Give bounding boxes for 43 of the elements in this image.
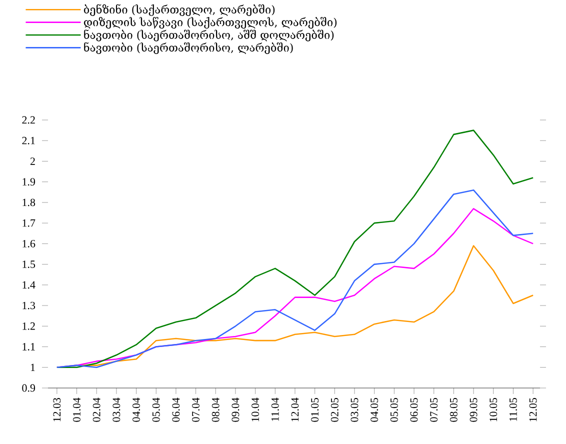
y-tick-label: 1.2 (22, 322, 35, 330)
x-tick-label: 01.04 (73, 398, 81, 422)
x-tick-label: 10.05 (490, 398, 498, 422)
y-tick-label: 2 (30, 158, 35, 165)
x-tick-label: 02.04 (92, 398, 100, 422)
x-tick-label: 12.05 (529, 398, 537, 422)
y-tick-label: 2.2 (22, 116, 35, 124)
y-tick-label: 1.7 (22, 219, 36, 227)
y-tick-label: 1 (30, 364, 35, 372)
x-tick-label: 05.04 (152, 398, 160, 422)
x-tick-label: 04.05 (370, 398, 378, 422)
x-tick-label: 11.04 (271, 398, 279, 421)
y-tick-label: 1.3 (22, 302, 36, 310)
x-tick-label: 07.04 (192, 398, 200, 422)
x-tick-label: 12.03 (53, 398, 61, 422)
y-tick-label: 1.9 (22, 178, 36, 186)
x-tick-label: 04.04 (132, 398, 140, 422)
y-tick-label: 0.9 (22, 384, 36, 392)
x-tick-label: 08.04 (212, 398, 220, 422)
x-tick-label: 05.05 (390, 398, 398, 422)
x-tick-label: 02.05 (330, 398, 338, 422)
x-tick-label: 09.04 (232, 398, 240, 422)
legend-label: ბენზინი (საქართველო, ლარებში) (84, 4, 275, 16)
x-tick-label: 06.04 (172, 398, 180, 422)
x-tick-label: 09.05 (470, 398, 478, 422)
y-tick-label: 2.1 (22, 136, 35, 144)
x-tick-label: 08.05 (450, 398, 458, 422)
x-tick-label: 07.05 (430, 398, 438, 422)
x-tick-label: 11.05 (509, 398, 517, 421)
x-tick-label: 12.04 (291, 398, 299, 422)
y-tick-label: 1.5 (22, 260, 36, 268)
x-tick-label: 10.04 (252, 398, 260, 422)
x-tick-label: 06.05 (410, 398, 418, 422)
y-tick-label: 1.1 (22, 343, 35, 350)
x-tick-label: 03.05 (350, 398, 358, 422)
y-tick-label: 1.8 (22, 198, 36, 206)
x-tick-label: 03.04 (112, 398, 120, 422)
legend-label: ნავთობი (საერთაშორისო, ლარებში) (84, 42, 293, 54)
x-tick-label: 01.05 (311, 398, 319, 422)
legend-label: ნავთობი (საერთაშორისო, აშშ დოლარებში) (84, 30, 334, 42)
y-tick-label: 1.6 (22, 240, 36, 248)
legend-label: დიზელის საწვავი (საქართველოს, ლარებში) (84, 16, 337, 29)
y-tick-label: 1.4 (22, 281, 36, 289)
